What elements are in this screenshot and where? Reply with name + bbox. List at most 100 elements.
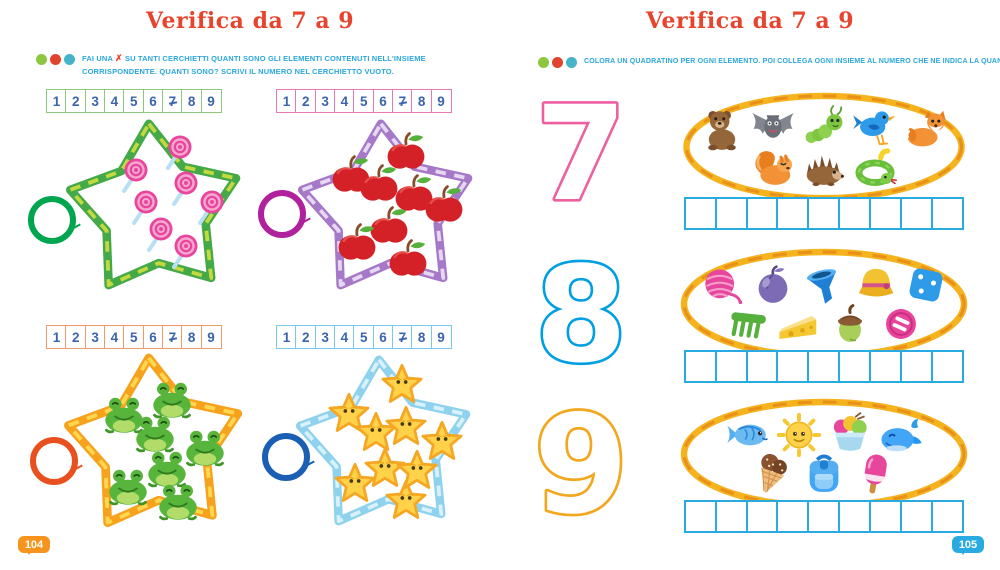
tally-square[interactable] <box>868 500 902 533</box>
strip-cell-2[interactable]: 2 <box>295 325 317 349</box>
answer-circle-lollipops[interactable] <box>28 196 76 244</box>
tally-square[interactable] <box>714 197 748 230</box>
strip-cell-5[interactable]: 5 <box>123 89 145 113</box>
answer-circle-frogs[interactable] <box>30 437 78 485</box>
apple-icon <box>383 129 429 175</box>
tally-square[interactable] <box>899 197 933 230</box>
tally-square[interactable] <box>899 500 933 533</box>
strip-cell-3[interactable]: 3 <box>314 325 336 349</box>
strip-cell-8[interactable]: 8 <box>181 89 203 113</box>
tally-square[interactable] <box>868 350 902 383</box>
strip-cell-1[interactable]: 1 <box>46 325 67 349</box>
strip-cell-8[interactable]: 8 <box>411 325 433 349</box>
squirrel-icon <box>750 144 796 190</box>
strip-cell-6[interactable]: 6 <box>142 89 164 113</box>
strip-cell-7[interactable]: 7 <box>391 325 413 349</box>
activity-row-8: 8 <box>500 243 1000 403</box>
tally-square[interactable] <box>684 350 717 383</box>
strip-cell-7[interactable]: 7 <box>391 89 413 113</box>
strip-cell-5[interactable]: 5 <box>353 89 375 113</box>
tally-square[interactable] <box>899 350 933 383</box>
strip-cell-6[interactable]: 6 <box>372 325 394 349</box>
answer-circle-apples[interactable] <box>258 190 306 238</box>
activity-row-7: 7 <box>500 85 1000 245</box>
apple-icon <box>356 161 402 207</box>
strip-cell-2[interactable]: 2 <box>295 89 317 113</box>
starfish-icon <box>332 462 378 508</box>
tally-square[interactable] <box>930 197 964 230</box>
strip-cell-1[interactable]: 1 <box>46 89 67 113</box>
numeral-8[interactable]: 8 <box>522 247 640 389</box>
strip-cell-6[interactable]: 6 <box>142 325 164 349</box>
tally-square[interactable] <box>714 350 748 383</box>
oval-set-summer <box>678 397 970 511</box>
starfish-icon <box>383 405 429 451</box>
instruction: FAI UNA ✗ SU TANTI CERCHIETTI QUANTI SON… <box>36 52 440 77</box>
tally-square[interactable] <box>838 350 872 383</box>
page-title: Verifica da 7 a 9 <box>645 8 855 34</box>
tally-square[interactable] <box>684 500 717 533</box>
strip-cell-4[interactable]: 4 <box>333 325 355 349</box>
strip-cell-4[interactable]: 4 <box>333 89 355 113</box>
instruction-dots <box>36 52 75 65</box>
strip-cell-2[interactable]: 2 <box>65 89 87 113</box>
strip-cell-5[interactable]: 5 <box>123 325 145 349</box>
tally-square[interactable] <box>838 197 872 230</box>
strip-cell-3[interactable]: 3 <box>84 325 106 349</box>
page-title: Verifica da 7 a 9 <box>145 8 355 34</box>
strip-cell-6[interactable]: 6 <box>372 89 394 113</box>
instruction-pre: FAI UNA <box>82 54 113 63</box>
hedgehog-icon <box>801 144 847 190</box>
strip-cell-8[interactable]: 8 <box>181 325 203 349</box>
tally-square[interactable] <box>930 350 964 383</box>
tally-square[interactable] <box>776 350 810 383</box>
tally-square[interactable] <box>868 197 902 230</box>
tally-square[interactable] <box>745 500 779 533</box>
tally-square[interactable] <box>714 500 748 533</box>
instruction: COLORA UN QUADRATINO PER OGNI ELEMENTO. … <box>538 55 1000 68</box>
apple-icon <box>421 182 467 228</box>
fox-icon <box>903 105 949 151</box>
page-number-badge: 105 <box>952 536 984 555</box>
tally-square[interactable] <box>930 500 964 533</box>
numeral-7[interactable]: 7 <box>520 87 642 227</box>
strip-cell-7[interactable]: 7 <box>161 325 183 349</box>
die-icon <box>903 262 949 308</box>
strip-cell-3[interactable]: 3 <box>314 89 336 113</box>
strip-cell-1[interactable]: 1 <box>276 325 297 349</box>
answer-circle-starfish[interactable] <box>262 433 310 481</box>
strip-cell-2[interactable]: 2 <box>65 325 87 349</box>
frog-icon <box>180 422 230 472</box>
strip-cell-4[interactable]: 4 <box>103 325 125 349</box>
tally-square[interactable] <box>745 197 779 230</box>
numeral-9[interactable]: 9 <box>518 395 644 541</box>
strip-cell-9[interactable]: 9 <box>430 325 452 349</box>
tally-square[interactable] <box>807 197 841 230</box>
tally-square[interactable] <box>838 500 872 533</box>
starfish-icon <box>379 363 425 409</box>
strip-cell-1[interactable]: 1 <box>276 89 297 113</box>
strip-cell-9[interactable]: 9 <box>200 89 222 113</box>
tally-square[interactable] <box>807 500 841 533</box>
oval-set-animals <box>678 91 970 203</box>
strip-cell-4[interactable]: 4 <box>103 89 125 113</box>
cheese-icon <box>776 301 822 347</box>
tally-square[interactable] <box>745 350 779 383</box>
strip-cell-5[interactable]: 5 <box>353 325 375 349</box>
tally-square[interactable] <box>776 197 810 230</box>
tally-square[interactable] <box>807 350 841 383</box>
star-set-apples <box>292 116 482 306</box>
popsicle-icon <box>852 451 898 497</box>
strip-cell-7[interactable]: 7 <box>161 89 183 113</box>
tally-square[interactable] <box>684 197 717 230</box>
lollipop-icon <box>162 231 202 271</box>
tally-square[interactable] <box>776 500 810 533</box>
strip-cell-9[interactable]: 9 <box>200 325 222 349</box>
bear-icon <box>699 105 745 151</box>
strip-cell-8[interactable]: 8 <box>411 89 433 113</box>
strip-cell-3[interactable]: 3 <box>84 89 106 113</box>
strip-cell-9[interactable]: 9 <box>430 89 452 113</box>
frog-icon <box>153 476 203 526</box>
